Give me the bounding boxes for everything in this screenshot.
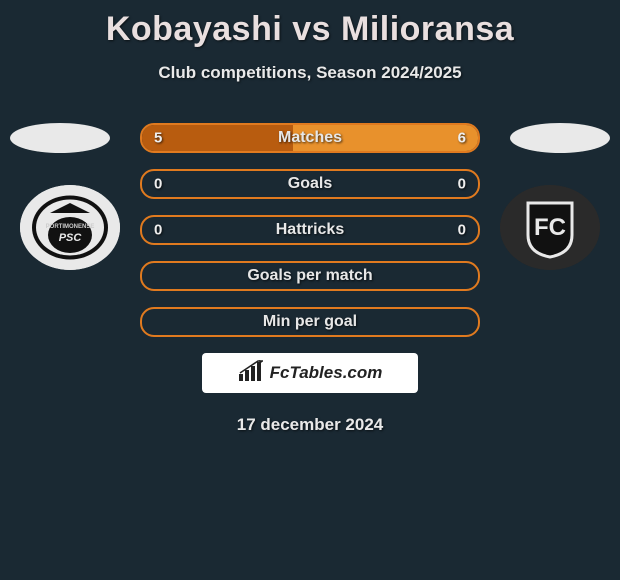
stat-row: Min per goal	[140, 307, 480, 337]
stat-value-right: 0	[458, 176, 466, 193]
stat-value-left: 0	[154, 222, 162, 239]
player-left-avatar	[10, 123, 110, 153]
stat-row: 0 0 Goals	[140, 169, 480, 199]
branding-text: FcTables.com	[270, 363, 383, 383]
svg-text:PORTIMONENSE: PORTIMONENSE	[46, 224, 95, 230]
svg-text:FC: FC	[534, 214, 566, 241]
stat-label: Min per goal	[263, 313, 357, 331]
stat-fill-left	[142, 125, 293, 151]
club-right-badge: FC	[500, 185, 600, 270]
stat-value-right: 0	[458, 222, 466, 239]
stat-label: Goals	[288, 175, 332, 193]
player-right-avatar	[510, 123, 610, 153]
stat-label: Goals per match	[247, 267, 372, 285]
stat-label: Hattricks	[276, 221, 344, 239]
club-left-badge: PORTIMONENSE PSC	[20, 185, 120, 270]
comparison-panel: PORTIMONENSE PSC FC 5 6 Matches 0 0 Goals 0 0 Ha…	[0, 123, 620, 435]
date-text: 17 december 2024	[0, 415, 620, 435]
stat-row: 0 0 Hattricks	[140, 215, 480, 245]
page-subtitle: Club competitions, Season 2024/2025	[0, 63, 620, 83]
chart-icon	[238, 360, 264, 387]
stat-value-left: 0	[154, 176, 162, 193]
page-title: Kobayashi vs Milioransa	[0, 0, 620, 49]
stat-value-right: 6	[458, 130, 466, 147]
branding-badge: FcTables.com	[202, 353, 418, 393]
svg-text:PSC: PSC	[59, 232, 83, 244]
stat-value-left: 5	[154, 130, 162, 147]
stat-rows: 5 6 Matches 0 0 Goals 0 0 Hattricks Goals per mat…	[140, 123, 480, 337]
stat-label: Matches	[278, 129, 342, 147]
stat-row: 5 6 Matches	[140, 123, 480, 153]
stat-row: Goals per match	[140, 261, 480, 291]
